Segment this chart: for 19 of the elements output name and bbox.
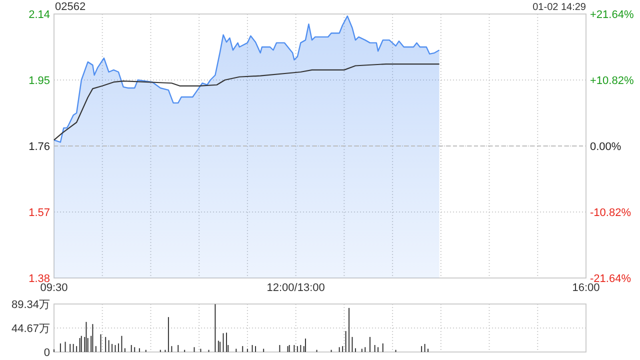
y2-tick-label: 0.00%: [590, 140, 622, 153]
y-tick-label: 1.76: [28, 140, 50, 153]
y-tick-label: 44.67万: [11, 322, 50, 335]
y2-tick-label: -21.64%: [590, 272, 632, 285]
y-tick-label: 0: [44, 346, 50, 359]
y2-tick-label: +10.82%: [590, 74, 634, 87]
chart-title: 02562: [55, 1, 86, 13]
y2-tick-label: +21.64%: [590, 8, 634, 21]
y-tick-label: 89.34万: [11, 298, 50, 311]
y-tick-label: 1.57: [28, 206, 50, 219]
chart-subtitle: 01-02 14:29: [532, 2, 586, 13]
x-tick-label: 16:00: [572, 282, 600, 294]
y-tick-label: 1.95: [28, 74, 50, 87]
y2-tick-label: -10.82%: [590, 206, 632, 219]
y-tick-label: 1.38: [28, 272, 50, 285]
x-tick-label: 12:00/13:00: [266, 282, 325, 294]
y-tick-label: 2.14: [28, 8, 50, 21]
x-tick-label: 09:30: [40, 282, 68, 294]
line-series: [53, 63, 440, 141]
